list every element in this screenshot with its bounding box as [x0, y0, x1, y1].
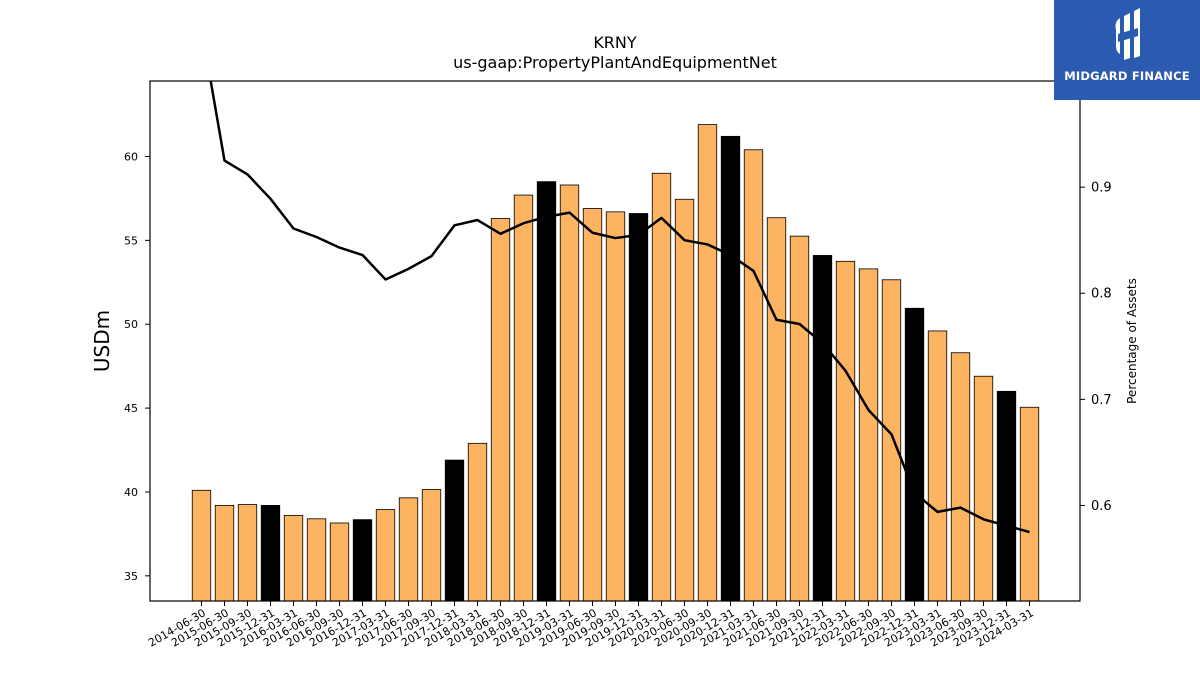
x-axis: 2014-06-302015-06-302015-09-302015-12-31…	[146, 601, 1036, 650]
right-tick-label: 0.7	[1091, 393, 1112, 408]
bar-2017-12-31	[444, 459, 465, 602]
chart-subtitle: us-gaap:PropertyPlantAndEquipmentNet	[453, 53, 777, 72]
left-tick-label: 55	[124, 234, 138, 247]
bar-2021-12-31	[812, 255, 833, 602]
bar-2023-06-30	[950, 352, 971, 602]
bar-2016-09-30	[329, 522, 350, 602]
bar-2020-09-30	[697, 124, 718, 602]
bar-2017-03-31	[375, 509, 396, 602]
left-axis: 35 40 45 50 55 60	[124, 150, 150, 583]
bar-2016-12-31	[352, 519, 373, 602]
left-tick-label: 60	[124, 150, 138, 163]
bar-2017-06-30	[398, 497, 419, 602]
bar-2023-12-31	[996, 390, 1017, 602]
bar-2015-06-30	[214, 504, 235, 602]
bar-2023-03-31	[927, 330, 948, 602]
bar-2015-09-30	[237, 504, 258, 602]
bar-2019-09-30	[605, 211, 626, 602]
bar-2023-09-30	[973, 375, 994, 602]
chart-title: KRNY	[593, 33, 637, 52]
bar-2022-12-31	[904, 307, 925, 602]
bar-2019-12-31	[628, 213, 649, 602]
bars-group	[191, 124, 1040, 602]
bar-2022-09-30	[881, 279, 902, 602]
logo-mark-icon	[1115, 8, 1140, 60]
bar-2014-06-30	[191, 489, 212, 602]
bar-2022-03-31	[835, 260, 856, 602]
y-axis-label-right: Percentage of Assets	[1125, 278, 1139, 404]
bar-2020-06-30	[674, 198, 695, 602]
bar-2021-06-30	[766, 217, 787, 602]
bar-2020-03-31	[651, 172, 672, 602]
bar-2022-06-30	[858, 268, 879, 602]
bar-2016-03-31	[283, 515, 304, 602]
bar-2021-03-31	[743, 149, 764, 602]
bar-2021-09-30	[789, 235, 810, 602]
bar-2020-12-31	[720, 135, 741, 602]
bar-2019-03-31	[559, 184, 580, 602]
percentage-line	[209, 81, 1030, 534]
bar-2019-06-30	[582, 208, 603, 602]
right-axis: 0.6 0.7 0.8 0.9	[1080, 181, 1112, 514]
midgard-finance-logo: MIDGARD FINANCE	[1054, 0, 1200, 100]
bar-2015-12-31	[260, 504, 281, 602]
bar-2017-09-30	[421, 489, 442, 602]
logo-text: MIDGARD FINANCE	[1064, 69, 1190, 83]
line-group	[209, 81, 1030, 534]
right-tick-label: 0.6	[1091, 499, 1112, 514]
bar-2024-03-31	[1019, 406, 1040, 602]
bar-2016-06-30	[306, 518, 327, 602]
left-tick-label: 40	[124, 486, 138, 499]
left-tick-label: 50	[124, 318, 138, 331]
right-tick-label: 0.9	[1091, 181, 1112, 196]
right-tick-label: 0.8	[1091, 287, 1112, 302]
y-axis-label-left: USDm	[90, 310, 114, 372]
left-tick-label: 35	[124, 570, 138, 583]
bar-2018-12-31	[536, 181, 557, 602]
bar-2018-09-30	[513, 194, 534, 602]
bar-2018-06-30	[490, 218, 511, 602]
bar-2018-03-31	[467, 442, 488, 602]
left-tick-label: 45	[124, 402, 138, 415]
